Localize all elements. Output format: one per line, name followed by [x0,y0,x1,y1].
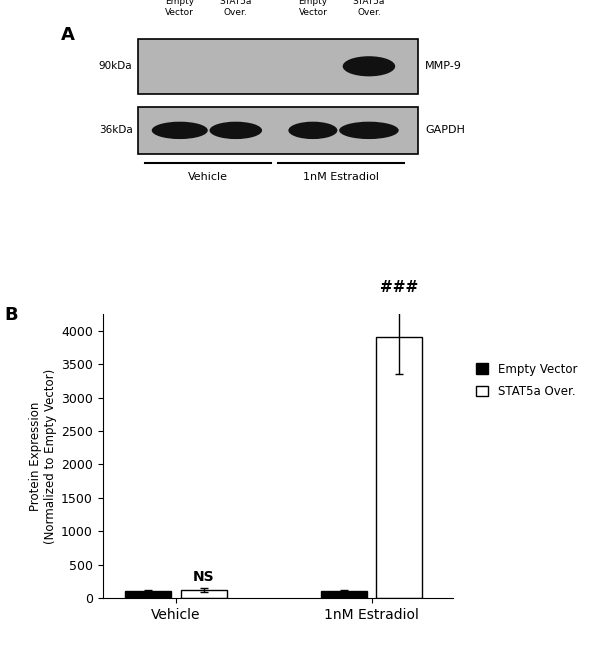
Bar [126,592,171,598]
Ellipse shape [210,122,262,139]
Text: MMP-9: MMP-9 [425,61,462,72]
Text: 1nM Estradiol: 1nM Estradiol [303,172,379,183]
Ellipse shape [342,56,395,76]
FancyBboxPatch shape [138,39,418,94]
Text: Vehicle: Vehicle [188,172,228,183]
Text: 36kDa: 36kDa [98,125,132,135]
Bar [181,590,226,598]
Ellipse shape [339,122,399,139]
Ellipse shape [152,122,208,139]
Bar [376,337,422,598]
Text: B: B [5,306,18,324]
Text: 90kDa: 90kDa [99,61,132,72]
FancyBboxPatch shape [138,107,418,154]
Text: STAT5a
Over.: STAT5a Over. [220,0,252,17]
Bar [321,592,367,598]
Text: STAT5a
Over.: STAT5a Over. [353,0,385,17]
Text: A: A [60,26,74,44]
Text: Empty
Vector: Empty Vector [165,0,194,17]
Text: Empty
Vector: Empty Vector [298,0,327,17]
Legend: Empty Vector, STAT5a Over.: Empty Vector, STAT5a Over. [477,363,577,398]
Text: ###: ### [380,280,419,295]
Text: NS: NS [193,570,214,584]
Text: GAPDH: GAPDH [425,125,465,135]
Ellipse shape [288,122,338,139]
Y-axis label: Protein Expression
(Normalized to Empty Vector): Protein Expression (Normalized to Empty … [29,369,57,543]
